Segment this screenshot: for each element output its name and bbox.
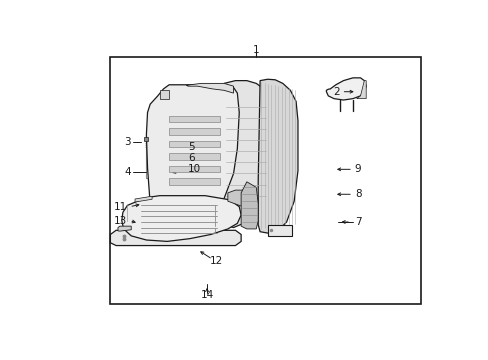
Polygon shape <box>326 78 366 100</box>
Text: 12: 12 <box>209 256 223 266</box>
Polygon shape <box>356 81 366 99</box>
Polygon shape <box>220 81 267 228</box>
Polygon shape <box>227 190 258 210</box>
Text: 13: 13 <box>114 216 127 226</box>
Polygon shape <box>118 226 131 231</box>
Text: 11: 11 <box>114 202 127 212</box>
Text: 4: 4 <box>124 167 131 177</box>
Polygon shape <box>169 166 220 172</box>
Text: 8: 8 <box>354 189 361 199</box>
Text: 14: 14 <box>200 291 213 301</box>
Polygon shape <box>267 225 292 236</box>
Polygon shape <box>169 116 220 122</box>
Polygon shape <box>186 84 233 93</box>
Text: 10: 10 <box>188 164 201 174</box>
Polygon shape <box>169 128 220 135</box>
Polygon shape <box>169 141 220 147</box>
Polygon shape <box>110 230 241 246</box>
Polygon shape <box>146 85 239 222</box>
Polygon shape <box>122 195 241 242</box>
Text: 3: 3 <box>124 136 131 147</box>
Polygon shape <box>135 196 152 202</box>
Polygon shape <box>169 178 220 185</box>
Polygon shape <box>169 153 220 159</box>
Text: 2: 2 <box>332 87 339 97</box>
Polygon shape <box>159 90 169 99</box>
Text: 7: 7 <box>354 217 361 227</box>
Text: 1: 1 <box>252 45 259 55</box>
Text: 5: 5 <box>188 142 194 152</box>
Polygon shape <box>241 182 258 229</box>
Text: 9: 9 <box>354 164 361 174</box>
Polygon shape <box>258 79 297 233</box>
Bar <box>110 57 420 304</box>
Text: 6: 6 <box>188 153 194 163</box>
